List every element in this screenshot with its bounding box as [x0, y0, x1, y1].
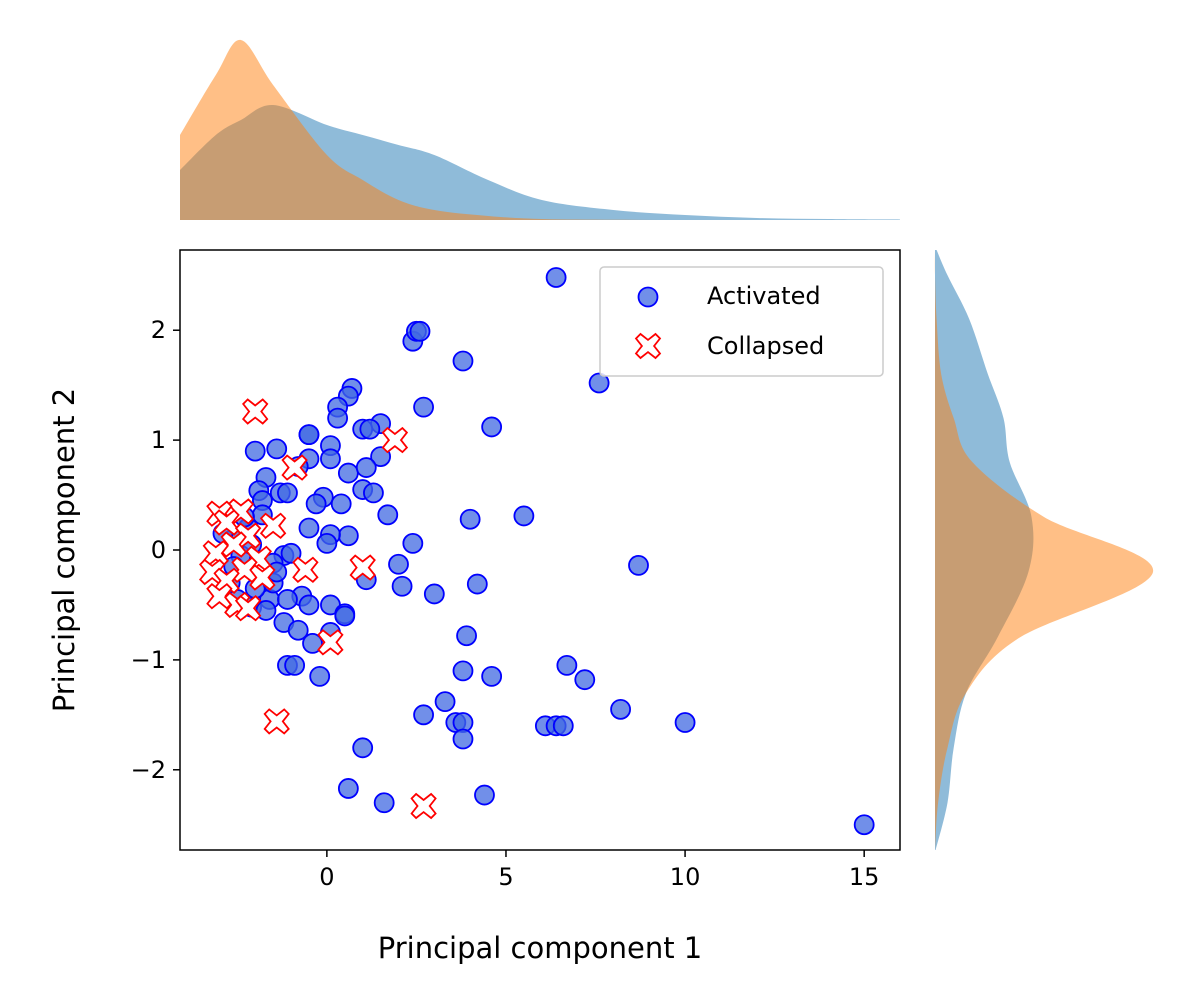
point-activated: [423, 583, 445, 605]
point-activated: [459, 508, 481, 530]
point-activated: [452, 660, 474, 682]
y-tick-label: −1: [131, 646, 166, 674]
legend-circle-icon: [637, 286, 659, 308]
x-tick-label: 5: [498, 863, 513, 891]
top-density-collapsed: [180, 39, 900, 220]
point-activated: [452, 728, 474, 750]
point-activated: [628, 554, 649, 576]
point-collapsed: [281, 454, 308, 481]
point-activated: [298, 424, 320, 446]
point-activated: [556, 654, 578, 676]
top-marginal-density: [180, 39, 900, 220]
point-activated: [402, 533, 424, 554]
y-tick-label: −2: [131, 756, 166, 784]
point-collapsed: [349, 554, 376, 581]
y-tick-label: 1: [151, 426, 166, 454]
point-activated: [298, 594, 320, 616]
point-collapsed: [213, 509, 240, 536]
points-layer: [198, 267, 875, 836]
point-collapsed: [381, 426, 409, 454]
point-activated: [481, 665, 503, 687]
point-activated: [277, 482, 298, 504]
point-activated: [355, 457, 377, 478]
point-collapsed: [410, 792, 437, 820]
point-activated: [337, 462, 359, 484]
point-collapsed: [292, 556, 319, 584]
point-collapsed: [249, 564, 276, 591]
point-activated: [280, 542, 302, 564]
legend: Activated Collapsed: [599, 266, 884, 377]
y-axis-label: Principal component 2: [47, 388, 81, 713]
point-activated: [244, 440, 266, 462]
point-activated: [674, 712, 696, 733]
y-tick-label: 2: [151, 316, 166, 344]
point-activated: [352, 737, 374, 759]
point-collapsed: [206, 582, 233, 610]
point-activated: [266, 438, 288, 460]
x-tick-label: 15: [849, 863, 880, 891]
point-activated: [474, 784, 495, 806]
point-activated: [434, 691, 456, 713]
point-activated: [359, 418, 381, 440]
legend-marker-collapsed: [634, 332, 662, 360]
point-activated: [456, 625, 477, 647]
x-tick-label: 10: [670, 863, 701, 891]
x-axis-label: Principal component 1: [378, 931, 703, 965]
point-collapsed: [213, 567, 240, 595]
point-activated: [574, 669, 596, 691]
legend-label-collapsed: Collapsed: [707, 332, 824, 360]
point-activated: [327, 407, 349, 429]
legend-label-activated: Activated: [707, 282, 821, 310]
legend-x-icon: [634, 332, 662, 360]
right-density-collapsed: [934, 250, 1154, 850]
point-activated: [330, 493, 352, 515]
point-activated: [853, 814, 875, 836]
point-activated: [277, 589, 298, 610]
point-activated: [370, 446, 391, 467]
point-activated: [363, 482, 384, 504]
point-collapsed: [241, 398, 269, 425]
point-activated: [545, 267, 567, 288]
point-activated: [610, 698, 631, 720]
x-tick-label: 0: [319, 863, 334, 891]
right-marginal-density: [934, 250, 1154, 850]
point-activated: [309, 665, 331, 687]
point-activated: [413, 396, 434, 418]
point-activated: [388, 553, 409, 575]
point-activated: [316, 533, 338, 554]
point-activated: [552, 715, 574, 737]
point-activated: [377, 504, 399, 526]
point-activated: [452, 350, 474, 372]
legend-box: [599, 266, 884, 377]
point-activated: [391, 575, 413, 597]
point-activated: [334, 605, 356, 627]
point-activated: [409, 320, 431, 342]
point-activated: [588, 372, 610, 394]
point-activated: [305, 493, 327, 515]
point-activated: [466, 573, 488, 595]
point-activated: [413, 704, 434, 726]
legend-marker-activated: [637, 286, 659, 308]
point-activated: [298, 517, 320, 539]
point-activated: [373, 792, 395, 814]
point-activated: [513, 505, 535, 527]
axis-ticks: 0 5 10 15 −2 −1 0 1 2: [131, 316, 880, 891]
y-tick-label: 0: [151, 536, 166, 564]
point-activated: [337, 778, 359, 799]
point-activated: [320, 448, 341, 470]
point-collapsed: [259, 512, 287, 540]
point-collapsed: [234, 594, 262, 622]
point-collapsed: [263, 708, 290, 735]
point-collapsed: [317, 629, 344, 656]
point-activated: [287, 619, 309, 641]
point-activated: [284, 654, 306, 676]
point-activated: [481, 416, 503, 438]
point-activated: [302, 633, 323, 654]
point-activated: [337, 525, 359, 547]
